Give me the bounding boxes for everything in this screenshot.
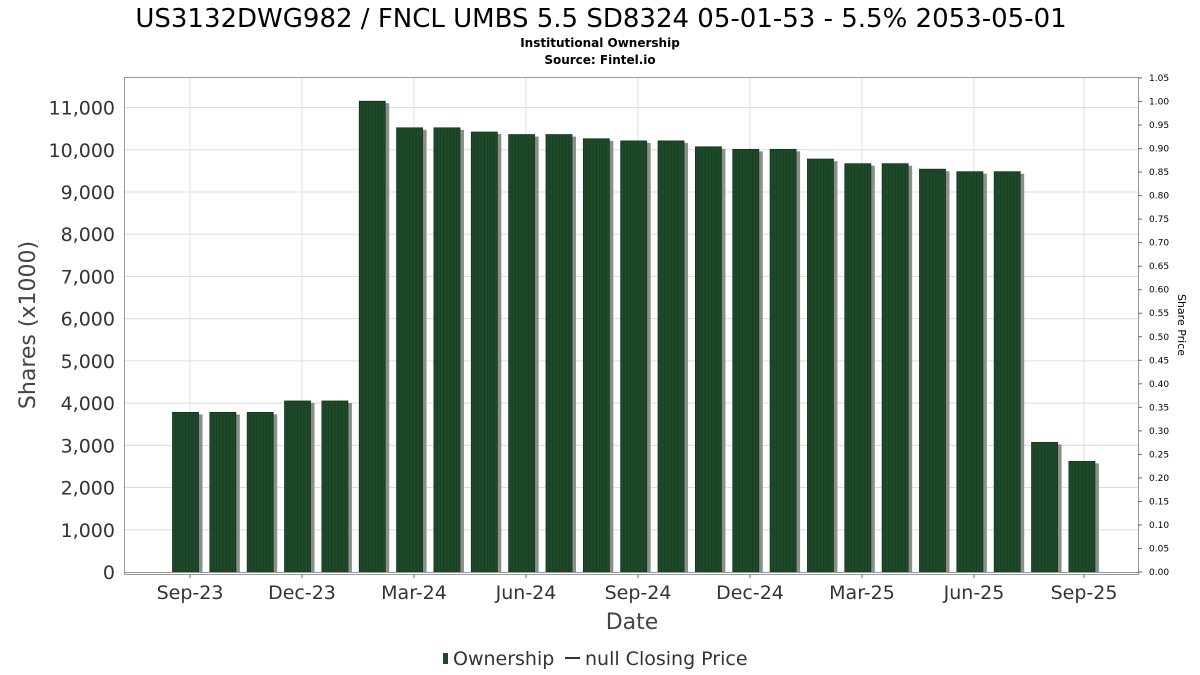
y2-tick-label: 0.20 xyxy=(1149,474,1169,484)
y2-axis-title: Share Price xyxy=(1175,294,1188,356)
bars xyxy=(172,100,1099,573)
y2-tick-label: 0.60 xyxy=(1149,286,1169,296)
y-tick-label: 6,000 xyxy=(61,309,115,331)
x-tick-label: Sep-25 xyxy=(1051,582,1118,604)
y2-tick-label: 0.30 xyxy=(1149,427,1169,437)
y2-tick-label: 0.10 xyxy=(1149,521,1169,531)
x-tick-label: Sep-23 xyxy=(157,582,224,604)
y-tick-label: 1,000 xyxy=(61,520,115,542)
y-tick-label: 7,000 xyxy=(61,266,115,288)
x-tick-label: Sep-24 xyxy=(605,582,672,604)
y2-tick-label: 0.00 xyxy=(1149,568,1169,578)
legend-ownership-label: Ownership xyxy=(453,648,554,670)
y2-tick-label: 0.95 xyxy=(1149,121,1169,131)
chart-source: Source: Fintel.io xyxy=(544,53,655,67)
x-axis-ticks: Sep-23 Dec-23 Mar-24 Jun-24 Sep-24 Dec-24 Mar-… xyxy=(125,572,1138,604)
y2-tick-label: 0.65 xyxy=(1149,262,1169,272)
y-tick-label: 10,000 xyxy=(49,140,115,162)
y2-tick-label: 0.45 xyxy=(1149,356,1169,366)
x-tick-label: Dec-23 xyxy=(268,582,336,604)
y-tick-label: 0 xyxy=(103,562,115,584)
y-tick-label: 5,000 xyxy=(61,351,115,373)
y-axis-title: Shares (x1000) xyxy=(16,241,41,409)
y2-tick-label: 0.75 xyxy=(1149,215,1169,225)
y2-tick-label: 0.70 xyxy=(1149,239,1169,249)
legend: Ownership null Closing Price xyxy=(443,648,748,670)
y2-axis-ticks: 0.00 0.05 0.10 0.15 0.20 0.25 0.30 0.35 0.40 0.45… xyxy=(1138,74,1169,578)
x-tick-label: Mar-25 xyxy=(829,582,895,604)
y2-tick-label: 1.00 xyxy=(1149,98,1169,108)
y-tick-label: 8,000 xyxy=(61,224,115,246)
x-tick-label: Mar-24 xyxy=(381,582,447,604)
y2-tick-label: 0.05 xyxy=(1149,544,1169,554)
y2-tick-label: 0.90 xyxy=(1149,145,1169,155)
y2-tick-label: 0.15 xyxy=(1149,497,1169,507)
x-tick-label: Jun-24 xyxy=(495,582,557,604)
y2-tick-label: 0.25 xyxy=(1149,450,1169,460)
legend-price-label: null Closing Price xyxy=(585,648,748,670)
y-tick-label: 3,000 xyxy=(61,435,115,457)
chart-subtitle: Institutional Ownership xyxy=(520,36,680,50)
x-axis-title: Date xyxy=(606,610,659,635)
chart-title: US3132DWG982 / FNCL UMBS 5.5 SD8324 05-0… xyxy=(135,4,1066,34)
y2-tick-label: 0.55 xyxy=(1149,309,1169,319)
y2-tick-label: 0.80 xyxy=(1149,192,1169,202)
y2-tick-label: 1.05 xyxy=(1149,74,1169,84)
y2-tick-label: 0.50 xyxy=(1149,333,1169,343)
y2-tick-label: 0.35 xyxy=(1149,403,1169,413)
y2-tick-label: 0.40 xyxy=(1149,380,1169,390)
y-tick-label: 4,000 xyxy=(61,393,115,415)
y-tick-label: 9,000 xyxy=(61,182,115,204)
y-tick-label: 11,000 xyxy=(49,98,115,120)
y-tick-label: 2,000 xyxy=(61,478,115,500)
x-tick-label: Dec-24 xyxy=(716,582,784,604)
y2-tick-label: 0.85 xyxy=(1149,168,1169,178)
legend-ownership-swatch xyxy=(443,653,448,664)
x-tick-label: Jun-25 xyxy=(943,582,1005,604)
y-axis-ticks: 0 1,000 2,000 3,000 4,000 5,000 6,000 7,000 8,00… xyxy=(49,98,115,584)
